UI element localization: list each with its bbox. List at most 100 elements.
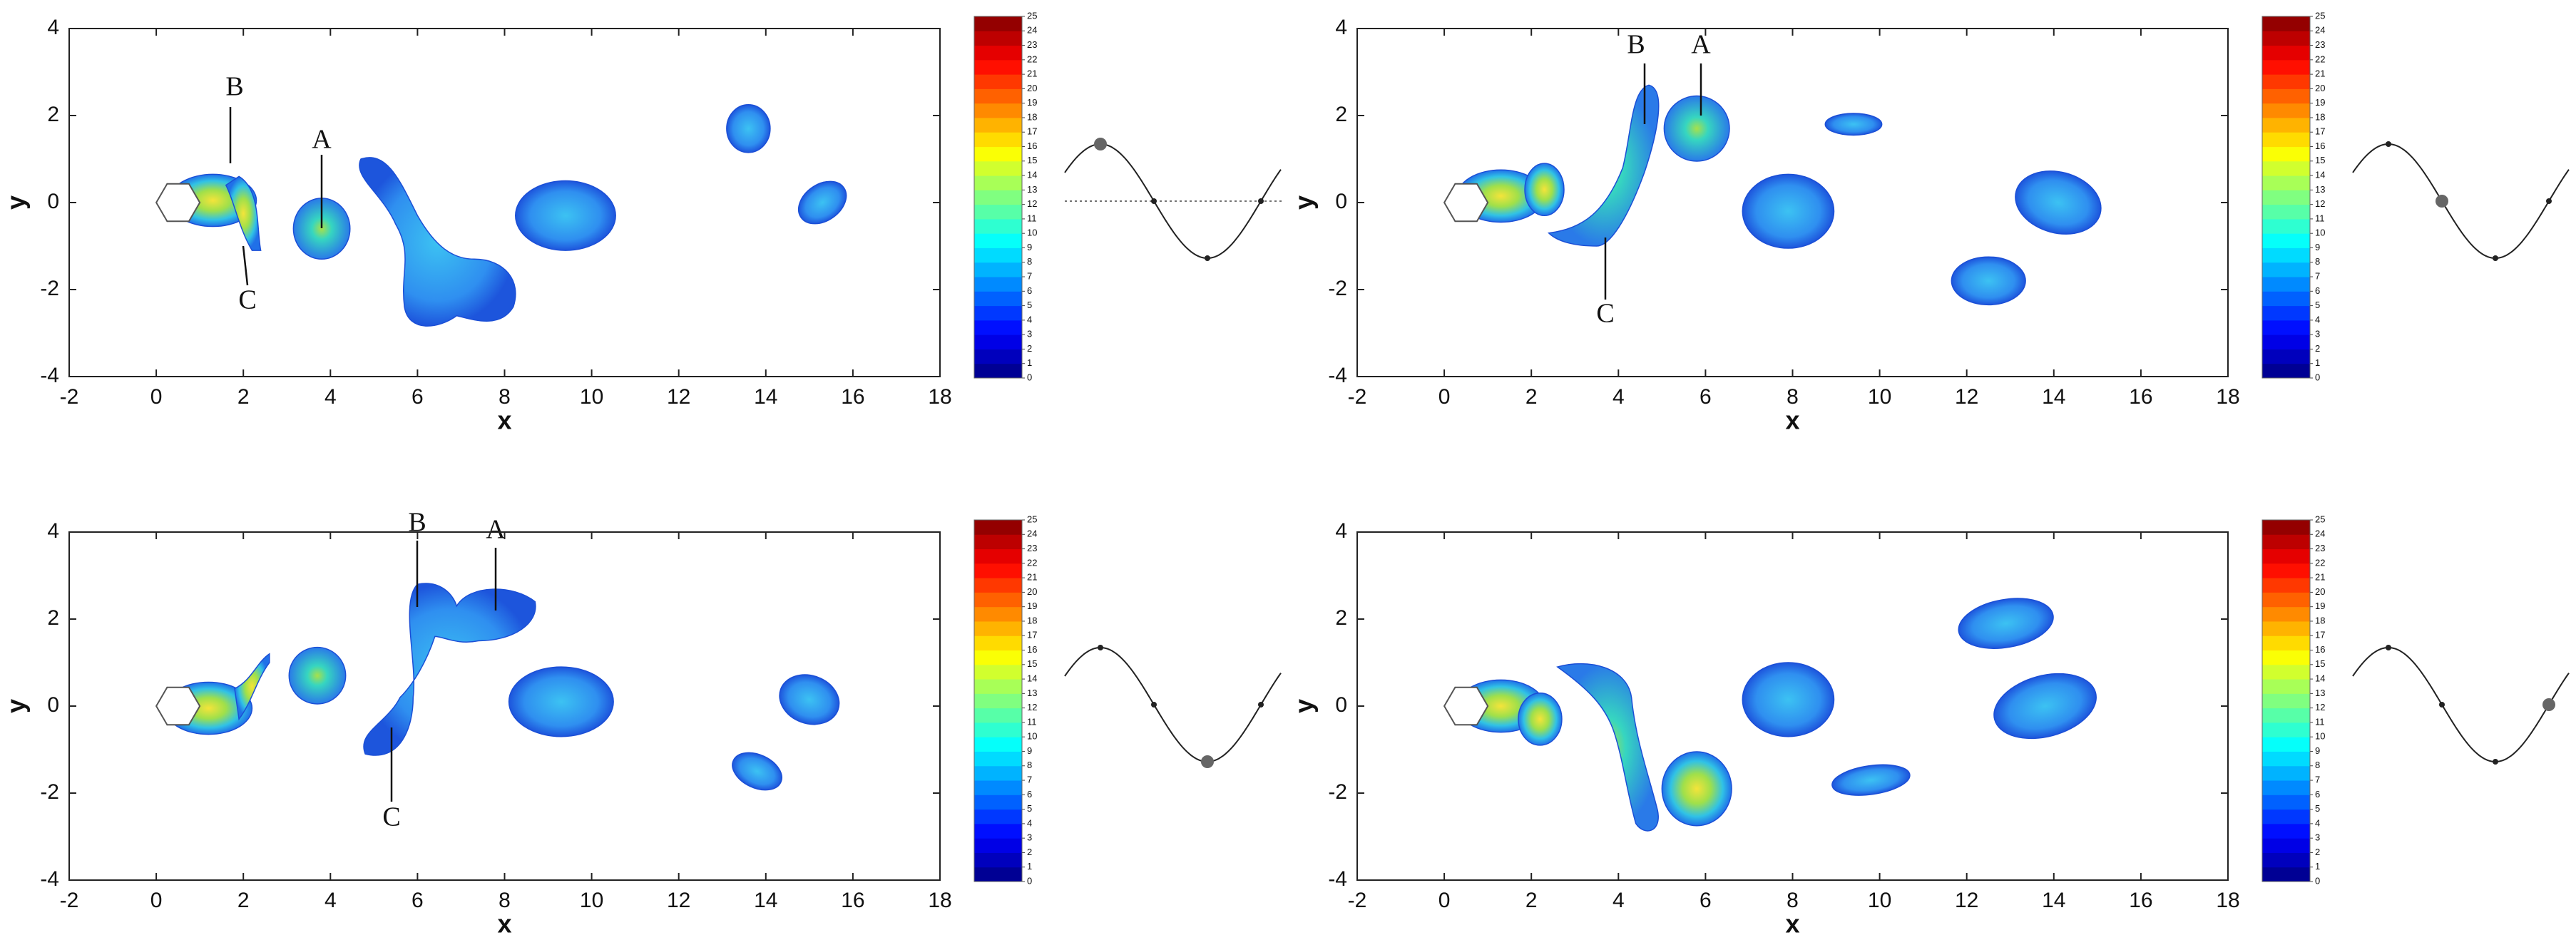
colorbar-band: [2262, 247, 2310, 263]
colorbar-label: 18: [2315, 111, 2325, 122]
colorbar-band: [974, 578, 1022, 593]
colorbar-label: 14: [2315, 673, 2325, 684]
colorbar-label: 20: [1027, 83, 1037, 93]
cylinder: [156, 688, 200, 725]
colorbar-band: [974, 520, 1022, 535]
vortex: [790, 173, 854, 233]
vortex: [2008, 162, 2108, 243]
colorbar-band: [2262, 563, 2310, 578]
colorbar-label: 4: [2315, 314, 2320, 325]
colorbar-label: 2: [2315, 343, 2320, 354]
colorbar-label: 0: [1027, 875, 1032, 886]
colorbar-band: [974, 88, 1022, 104]
colorbar-label: 18: [2315, 615, 2325, 625]
x-tick-label: 12: [1955, 385, 1978, 409]
colorbar-label: 22: [2315, 53, 2325, 64]
phase-point: [2546, 198, 2552, 204]
x-tick-label: 12: [667, 385, 690, 409]
y-tick-label: 2: [47, 606, 59, 630]
phase-marker: [1094, 138, 1107, 150]
colorbar-label: 17: [2315, 126, 2325, 137]
y-tick-label: 0: [1335, 693, 1347, 717]
x-tick-label: 6: [1700, 889, 1712, 912]
x-axis-label: x: [1785, 406, 1799, 435]
colorbar-band: [2262, 620, 2310, 636]
colorbar-label: 17: [1027, 126, 1037, 137]
colorbar-band: [2262, 578, 2310, 593]
colorbar-label: 13: [1027, 184, 1037, 195]
colorbar-label: 16: [1027, 141, 1037, 151]
x-tick-label: 18: [928, 385, 951, 409]
colorbar-band: [974, 45, 1022, 61]
colorbar-band: [2262, 751, 2310, 767]
colorbar-label: 1: [1027, 357, 1032, 368]
colorbar-label: 19: [2315, 97, 2325, 108]
colorbar-label: 24: [1027, 25, 1037, 36]
x-tick-label: 2: [237, 889, 250, 912]
colorbar-band: [2262, 635, 2310, 651]
colorbar-band: [974, 204, 1022, 220]
colorbar-label: 3: [2315, 329, 2320, 339]
colorbar-label: 11: [2315, 213, 2325, 223]
contours: [1444, 591, 2103, 831]
colorbar-label: 10: [1027, 228, 1037, 238]
colorbar-band: [2262, 160, 2310, 176]
vortex: [1955, 591, 2058, 655]
colorbar-band: [974, 117, 1022, 133]
phase-curve: [2352, 143, 2570, 260]
colorbar-label: 15: [2315, 155, 2325, 165]
cylinder: [1444, 688, 1488, 725]
y-tick-label: 0: [47, 693, 59, 717]
colorbar-label: 6: [1027, 285, 1032, 296]
colorbar-band: [2262, 132, 2310, 148]
x-tick-label: 16: [2129, 385, 2152, 409]
colorbar-band: [974, 305, 1022, 321]
x-tick-label: 12: [1955, 889, 1978, 912]
y-axis-label: y: [1, 699, 31, 713]
colorbar-label: 1: [2315, 861, 2320, 872]
colorbar-band: [974, 363, 1022, 379]
colorbar-band: [974, 132, 1022, 148]
colorbar-label: 15: [1027, 155, 1037, 165]
colorbar-band: [2262, 320, 2310, 335]
phase-point: [2386, 141, 2391, 147]
colorbar-frame: [973, 16, 1023, 379]
phase-marker: [1201, 755, 1214, 768]
colorbar-label: 9: [1027, 242, 1032, 252]
colorbar-label: 7: [1027, 270, 1032, 281]
colorbar-band: [2262, 16, 2310, 31]
x-tick-label: 18: [928, 889, 951, 912]
colorbar-label: 1: [1027, 861, 1032, 872]
colorbar-band: [2262, 349, 2310, 364]
annotation: C: [382, 802, 400, 832]
annotation: C: [1596, 299, 1614, 329]
panel: -2 0 2 4 6 8 10 12 14 16 18-4-2024xy01234567891011…: [1289, 514, 2570, 939]
x-tick-label: 14: [2042, 385, 2065, 409]
phase-point: [1151, 198, 1157, 204]
colorbar-label: 4: [1027, 817, 1032, 828]
colorbar-band: [974, 247, 1022, 263]
phase-marker: [2436, 195, 2448, 208]
colorbar-label: 14: [1027, 170, 1037, 180]
colorbar-label: 3: [1027, 832, 1032, 843]
cylinder: [156, 184, 200, 221]
x-tick-label: 10: [580, 889, 603, 912]
colorbar-label: 5: [1027, 803, 1032, 814]
colorbar-band: [974, 534, 1022, 550]
colorbar-band: [2262, 146, 2310, 162]
annotation: A: [312, 125, 332, 155]
colorbar-label: 19: [1027, 97, 1037, 108]
x-tick-label: 14: [754, 889, 777, 912]
colorbar-label: 4: [2315, 817, 2320, 828]
colorbar-label: 23: [1027, 543, 1037, 553]
x-tick-label: 14: [2042, 889, 2065, 912]
colorbar-band: [974, 349, 1022, 364]
x-tick-label: -2: [60, 385, 79, 409]
colorbar-band: [2262, 679, 2310, 694]
colorbar-band: [974, 548, 1022, 564]
contours: [1444, 85, 2108, 305]
phase-point: [1258, 702, 1264, 708]
colorbar-label: 16: [2315, 644, 2325, 655]
vortex-strand: [364, 583, 536, 755]
x-tick-label: 4: [1612, 889, 1625, 912]
